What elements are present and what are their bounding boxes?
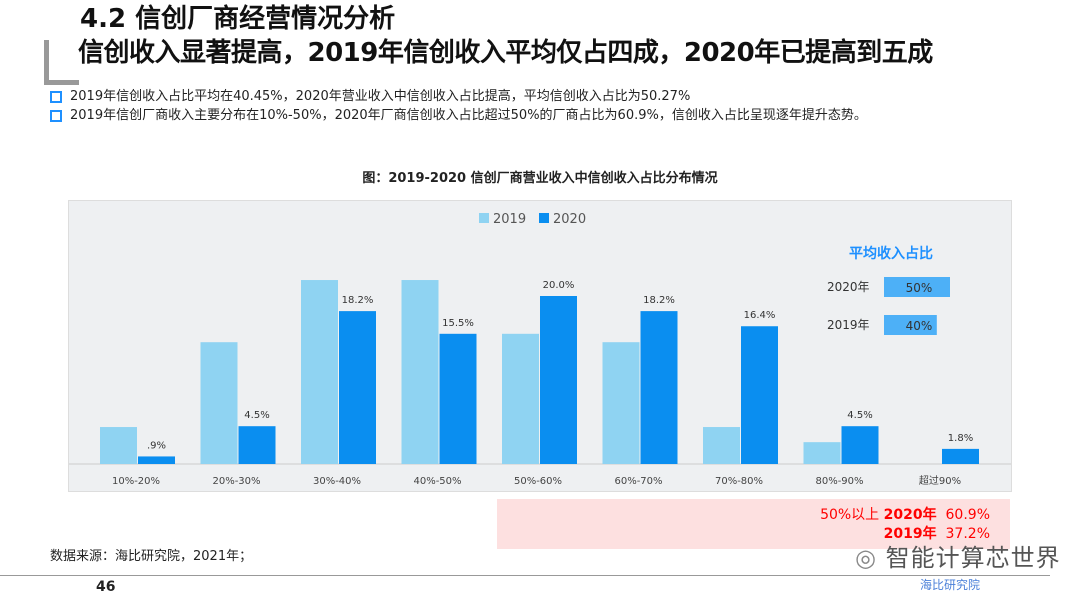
bullet-text: 2019年信创厂商收入主要分布在10%-50%，2020年厂商信创收入占比超过5… — [70, 108, 867, 123]
bar-2019 — [502, 333, 539, 464]
legend-swatch-2020 — [539, 213, 549, 223]
bar-2019 — [401, 280, 439, 464]
legend-label: 2019 — [493, 212, 526, 227]
inset-value: 40% — [906, 319, 933, 333]
callout-year: 2019年 — [883, 526, 937, 542]
bar-2019 — [100, 427, 137, 464]
inset-title: 平均收入占比 — [849, 245, 933, 262]
page-number: 46 — [96, 579, 116, 595]
callout-box: 50%以上 2020年 60.9% 2019年 37.2% — [497, 499, 1010, 549]
callout-value: 60.9% — [945, 507, 990, 523]
bar-2019 — [602, 342, 640, 464]
bar-2020 — [339, 311, 376, 464]
title-bracket — [44, 40, 79, 85]
bar-2019 — [803, 442, 841, 464]
x-tick-label: 40%-50% — [413, 476, 461, 487]
square-bullet-icon — [50, 109, 62, 122]
footer-divider — [0, 575, 1050, 576]
data-label: 4.5% — [244, 410, 269, 421]
data-label: 1.8% — [948, 433, 973, 444]
x-tick-label: 10%-20% — [112, 476, 160, 487]
callout-prefix: 50%以上 — [820, 507, 880, 523]
logo: 海比研究院 — [920, 578, 981, 592]
data-label: 18.2% — [342, 295, 374, 306]
x-tick-label: 20%-30% — [212, 476, 260, 487]
inset-bar — [884, 277, 950, 297]
inset-row-label: 2020年 — [827, 280, 870, 294]
data-label: 16.4% — [744, 310, 776, 321]
chart-area: .9% 10%-20% 4.5% 20%-30% 18.2% 30%-40% 15.5% 40… — [68, 200, 1012, 492]
bar-2019 — [301, 280, 338, 464]
bar-2020 — [138, 456, 175, 464]
x-tick-label: 50%-60% — [514, 476, 562, 487]
inset-value: 50% — [906, 281, 933, 295]
bar-2019 — [703, 427, 740, 464]
chart-title: 图：2019-2020 信创厂商营业收入中信创收入占比分布情况 — [362, 171, 718, 186]
callout-line-2: 2019年 37.2% — [884, 526, 990, 543]
bar-2020 — [942, 448, 979, 464]
legend-label: 2020 — [553, 212, 586, 227]
data-label: 18.2% — [643, 295, 675, 306]
callout-year: 2020年 — [883, 507, 937, 523]
callout-line-1: 50%以上 2020年 60.9% — [820, 507, 990, 524]
page-title: 4.2 信创厂商经营情况分析 — [80, 4, 396, 34]
bar-chart: .9% 10%-20% 4.5% 20%-30% 18.2% 30%-40% 15.5% 40… — [69, 212, 1011, 487]
bar-2020 — [841, 426, 879, 464]
bullet-text: 2019年信创收入占比平均在40.45%，2020年营业收入中信创收入占比提高，… — [70, 89, 691, 104]
callout-value: 37.2% — [945, 526, 990, 542]
bar-2020 — [439, 333, 477, 464]
bar-2020 — [640, 311, 678, 464]
square-bullet-icon — [50, 90, 62, 103]
wechat-icon: ◎ — [855, 544, 877, 572]
x-tick-label: 超过90% — [919, 474, 961, 487]
watermark-text: 智能计算芯世界 — [885, 544, 1061, 572]
bar-2020 — [741, 326, 778, 464]
bar-2020 — [238, 426, 276, 464]
x-tick-label: 30%-40% — [313, 476, 361, 487]
x-tick-label: 70%-80% — [715, 476, 763, 487]
data-label: 4.5% — [847, 410, 872, 421]
wechat-watermark: ◎ 智能计算芯世界 — [855, 544, 1061, 572]
bar-2020 — [540, 296, 577, 464]
data-source: 数据来源：海比研究院，2021年； — [50, 549, 253, 564]
bullet-1: 2019年信创收入占比平均在40.45%，2020年营业收入中信创收入占比提高，… — [50, 89, 690, 105]
inset-row-label: 2019年 — [827, 318, 870, 332]
page-subtitle: 信创收入显著提高，2019年信创收入平均仅占四成，2020年已提高到五成 — [78, 38, 933, 68]
data-label: 20.0% — [543, 280, 575, 291]
x-tick-label: 60%-70% — [614, 476, 662, 487]
x-tick-label: 80%-90% — [815, 476, 863, 487]
data-label: .9% — [147, 440, 166, 451]
bar-2019 — [200, 342, 238, 464]
legend-swatch-2019 — [479, 213, 489, 223]
inset-bar — [884, 315, 937, 335]
bullet-2: 2019年信创厂商收入主要分布在10%-50%，2020年厂商信创收入占比超过5… — [50, 108, 867, 124]
data-label: 15.5% — [442, 318, 474, 329]
